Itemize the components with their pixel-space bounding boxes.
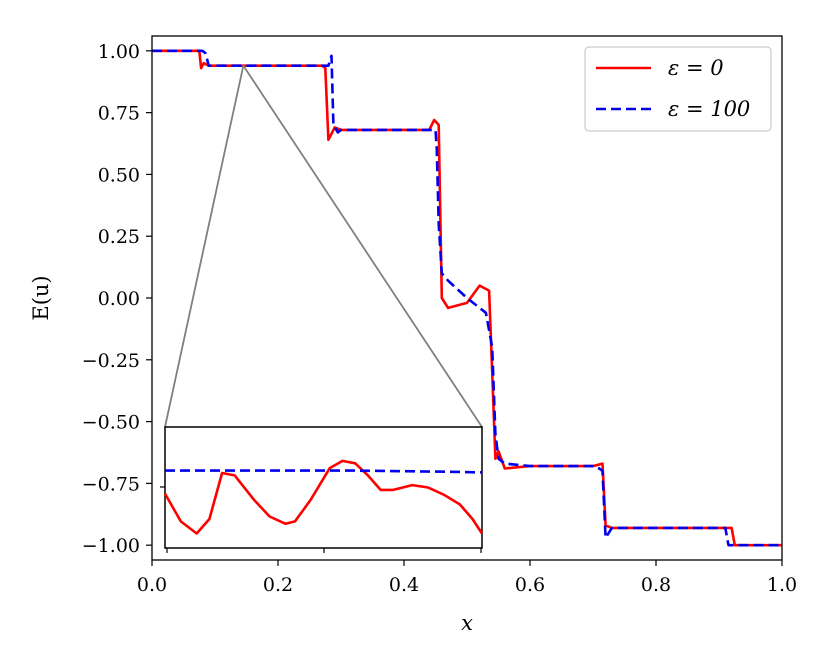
- y-tick-label: −1.00: [82, 535, 140, 557]
- x-tick-label: 1.0: [767, 574, 797, 596]
- inset-zoom: [160, 65, 484, 553]
- inset-series-line-1: [163, 459, 484, 535]
- x-tick-label: 0.4: [389, 574, 419, 596]
- y-axis-label: E(u): [29, 275, 53, 320]
- y-tick-label: 1.00: [98, 41, 140, 63]
- inset-frame: [164, 426, 483, 549]
- legend-label-1: ε = 0: [668, 56, 724, 80]
- x-tick-label: 0.2: [263, 574, 293, 596]
- x-tick-label: 0.0: [137, 574, 167, 596]
- y-tick-label: 0.00: [98, 288, 140, 310]
- inset-series-line-2: [165, 469, 483, 474]
- x-tick-label: 0.6: [515, 574, 545, 596]
- plot-area: [152, 49, 782, 547]
- x-tick-label: 0.8: [641, 574, 671, 596]
- y-tick-label: 0.25: [98, 226, 140, 248]
- legend-label-2: ε = 100: [668, 97, 750, 121]
- legend: ε = 0 ε = 100: [584, 46, 772, 132]
- inset-connector-left: [164, 65, 245, 428]
- axes: 0.0 0.2 0.4 0.6 0.8 1.0 1.00 0.75 0.50 0.25 0.00 −0…: [29, 35, 797, 635]
- y-tick-label: −0.50: [82, 412, 140, 434]
- y-tick-label: 0.75: [98, 103, 140, 125]
- series-line-2: [152, 49, 782, 547]
- x-axis-label: x: [461, 611, 473, 635]
- y-tick-label: 0.50: [98, 164, 140, 186]
- inset-connector-right: [242, 65, 483, 428]
- y-tick-label: −0.75: [82, 473, 140, 495]
- y-tick-label: −0.25: [82, 350, 140, 372]
